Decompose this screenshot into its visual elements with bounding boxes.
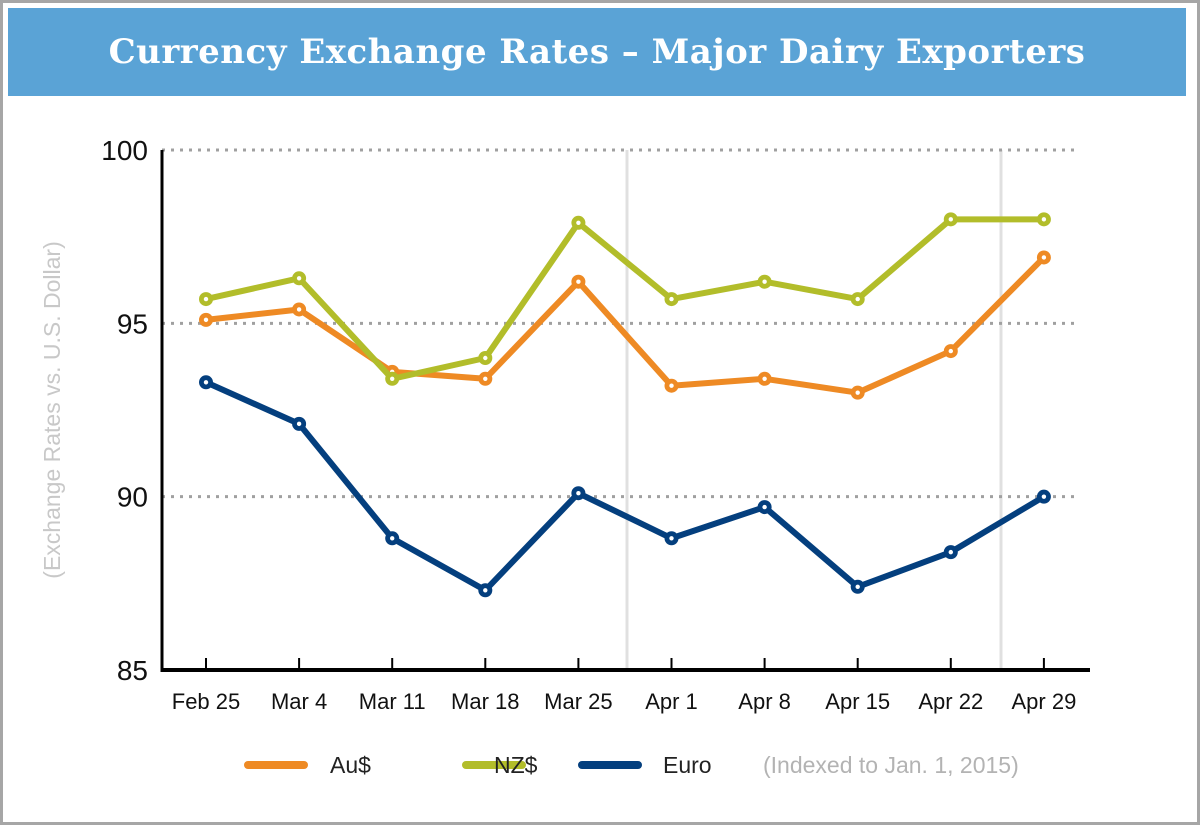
data-point-center xyxy=(296,307,302,312)
x-tick-label: Apr 29 xyxy=(1011,689,1076,714)
data-point-center xyxy=(296,276,302,281)
x-tick-label: Feb 25 xyxy=(172,689,241,714)
data-point-center xyxy=(390,376,395,381)
data-point-center xyxy=(576,220,581,225)
data-point-center xyxy=(855,296,860,302)
data-point-center xyxy=(576,279,581,284)
data-point-center xyxy=(483,588,488,593)
data-point-center xyxy=(762,504,767,510)
legend-label: Euro xyxy=(663,752,712,778)
data-point-center xyxy=(762,279,767,284)
data-point-center xyxy=(948,549,953,555)
series-nz xyxy=(199,212,1051,386)
x-tick-label: Apr 1 xyxy=(645,689,698,714)
series-line-euro xyxy=(204,379,1046,594)
legend-label: Au$ xyxy=(330,752,371,778)
series-line-au xyxy=(205,255,1047,396)
data-point-center xyxy=(855,584,860,589)
data-point-center xyxy=(762,376,767,381)
chart-title: Currency Exchange Rates – Major Dairy Ex… xyxy=(108,32,1086,72)
series-euro xyxy=(199,375,1051,598)
index-note: (Indexed to Jan. 1, 2015) xyxy=(763,752,1019,778)
data-point-center xyxy=(483,376,488,381)
x-tick-label: Apr 15 xyxy=(825,689,890,714)
data-point-center xyxy=(296,421,302,427)
data-point-center xyxy=(669,536,674,541)
y-axis-label: (Exchange Rates vs. U.S. Dollar) xyxy=(39,241,65,578)
x-tick-label: Mar 11 xyxy=(359,689,426,714)
data-point-center xyxy=(203,317,209,323)
data-point-center xyxy=(390,536,395,541)
y-tick-label: 100 xyxy=(101,135,148,166)
y-tick-label: 85 xyxy=(117,655,148,686)
data-point-center xyxy=(948,217,953,222)
x-tick-label: Apr 8 xyxy=(738,689,791,714)
data-point-center xyxy=(1041,494,1047,499)
data-point-center xyxy=(203,296,209,302)
legend-label: NZ$ xyxy=(494,752,538,778)
data-point-center xyxy=(203,380,209,385)
data-point-center xyxy=(576,491,581,496)
y-tick-label: 95 xyxy=(117,308,148,339)
data-point-center xyxy=(669,383,674,388)
x-tick-label: Mar 25 xyxy=(544,689,612,714)
data-point-center xyxy=(948,348,953,354)
data-point-center xyxy=(483,355,488,361)
data-point-center xyxy=(1041,217,1047,222)
x-tick-label: Apr 22 xyxy=(918,689,983,714)
series-line-nz xyxy=(205,216,1044,382)
data-point-center xyxy=(669,296,674,302)
series-au xyxy=(199,250,1051,400)
y-tick-label: 90 xyxy=(117,482,148,513)
x-tick-label: Mar 4 xyxy=(271,689,327,714)
data-point-center xyxy=(1041,255,1047,260)
x-tick-label: Mar 18 xyxy=(451,689,519,714)
title-banner: Currency Exchange Rates – Major Dairy Ex… xyxy=(8,8,1186,96)
data-point-center xyxy=(855,390,860,395)
